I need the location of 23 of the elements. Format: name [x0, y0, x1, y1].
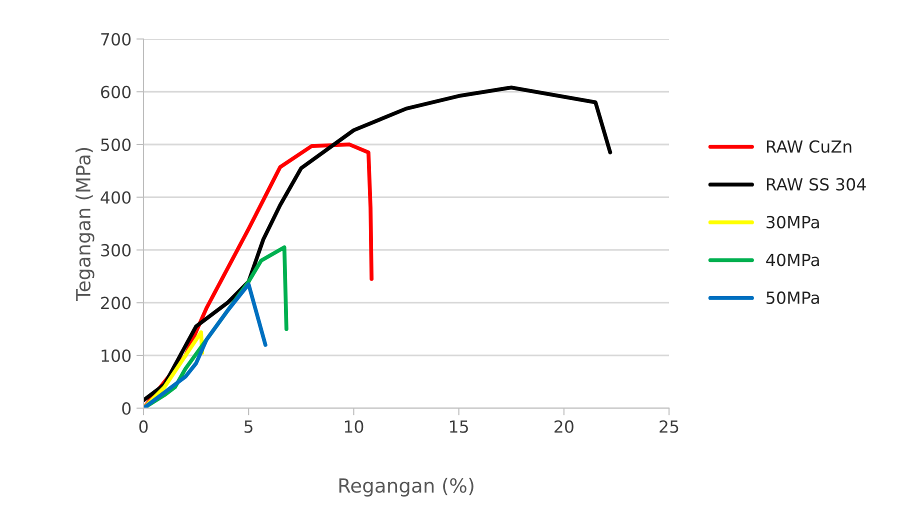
legend-label: 40MPa	[766, 254, 819, 266]
y-tick-label: 400	[100, 191, 131, 204]
y-tick-label: 100	[102, 349, 131, 362]
x-tick-label: 5	[244, 420, 252, 433]
line-series	[144, 282, 268, 408]
x-tick-label: 15	[450, 420, 468, 433]
y-tick-label: 300	[101, 244, 131, 257]
y-tick-label: 500	[101, 138, 131, 152]
line-series	[144, 86, 612, 402]
y-axis-title: Tegangan (MPa)	[76, 148, 94, 301]
x-tick-label: 25	[660, 420, 678, 433]
x-axis-title: Regangan (%)	[339, 478, 474, 497]
legend-label: 30MPa	[766, 216, 819, 228]
x-tick-label: 20	[554, 420, 574, 433]
y-tick-label: 600	[101, 86, 131, 98]
y-tick-label: 700	[101, 32, 131, 46]
legend-label: 50MPa	[766, 291, 819, 304]
x-tick-label: 10	[344, 420, 364, 433]
y-tick-label: 0	[122, 402, 131, 415]
x-tick-label: 0	[139, 420, 148, 433]
legend-label: RAW CuZn	[766, 140, 852, 153]
y-tick-label: 200	[101, 296, 131, 310]
legend-label: RAW SS 304	[766, 178, 866, 191]
